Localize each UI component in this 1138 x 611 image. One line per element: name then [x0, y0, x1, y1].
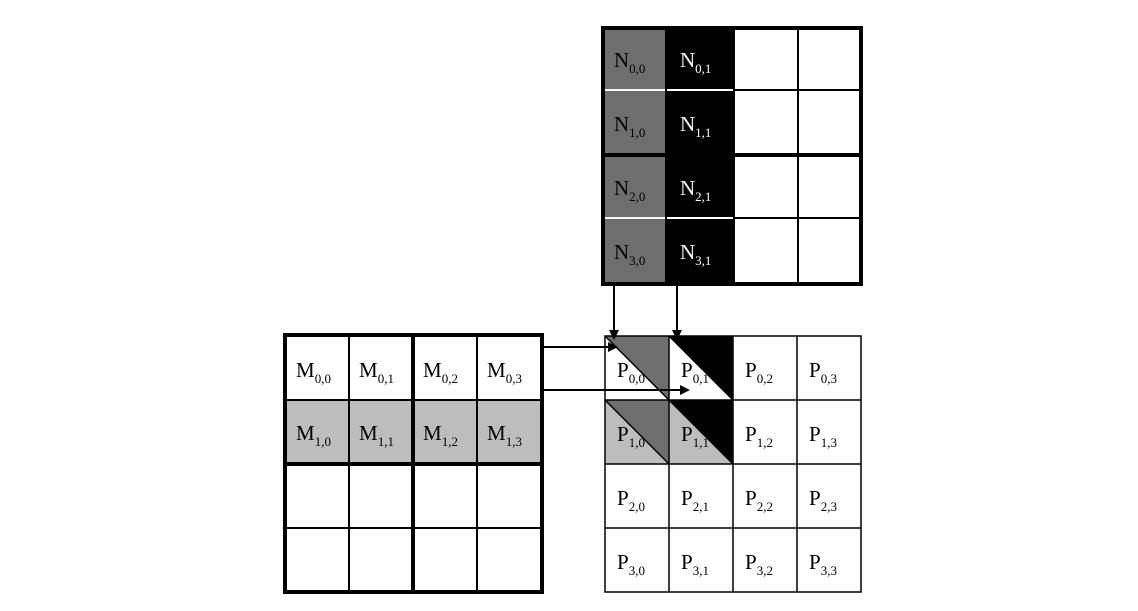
m-label-1-1: M1,1 [359, 421, 394, 449]
p-label-2-3: P2,3 [809, 486, 837, 514]
p-label-3-0: P3,0 [617, 550, 645, 578]
p-label-2-2: P2,2 [745, 486, 773, 514]
p-label-1-0: P1,0 [617, 422, 645, 450]
n-label-2-1: N2,1 [680, 176, 711, 204]
n-label-3-0: N3,0 [614, 240, 645, 268]
p-label-1-3: P1,3 [809, 422, 837, 450]
p-label-0-1: P0,1 [681, 358, 709, 386]
n-label-0-0: N0,0 [614, 48, 645, 76]
matrix-p: P0,0 P0,1 P0,2 P0,3 P1,0 P1,1 P1,2 P1,3 … [604, 335, 862, 593]
matrix-m: M0,0 M0,1 M0,2 M0,3 M1,0 M1,1 M1,2 M1,3 [283, 333, 544, 594]
m-label-0-1: M0,1 [359, 358, 394, 386]
m-label-0-2: M0,2 [423, 358, 458, 386]
p-label-1-2: P1,2 [745, 422, 773, 450]
n-tile-bottom-border [601, 153, 863, 286]
p-label-2-1: P2,1 [681, 486, 709, 514]
p-label-0-3: P0,3 [809, 358, 837, 386]
m-label-0-0: M0,0 [296, 358, 331, 386]
p-label-3-2: P3,2 [745, 550, 773, 578]
n-label-1-1: N1,1 [680, 112, 711, 140]
m-label-1-0: M1,0 [296, 421, 331, 449]
p-label-3-1: P3,1 [681, 550, 709, 578]
n-label-0-1: N0,1 [680, 48, 711, 76]
p-label-0-2: P0,2 [745, 358, 773, 386]
m-label-0-3: M0,3 [487, 358, 522, 386]
n-label-3-1: N3,1 [680, 240, 711, 268]
n-label-2-0: N2,0 [614, 176, 645, 204]
p-label-0-0: P0,0 [617, 358, 645, 386]
p-grid-lines [604, 335, 862, 593]
p-label-2-0: P2,0 [617, 486, 645, 514]
m-label-1-2: M1,2 [423, 421, 458, 449]
p-label-1-1: P1,1 [681, 422, 709, 450]
p-label-3-3: P3,3 [809, 550, 837, 578]
arrows [542, 284, 690, 395]
matrix-n: N0,0 N0,1 N1,0 N1,1 N2,0 N2,1 N3,0 N3,1 [601, 26, 863, 286]
m-label-1-3: M1,3 [487, 421, 522, 449]
n-label-1-0: N1,0 [614, 112, 645, 140]
